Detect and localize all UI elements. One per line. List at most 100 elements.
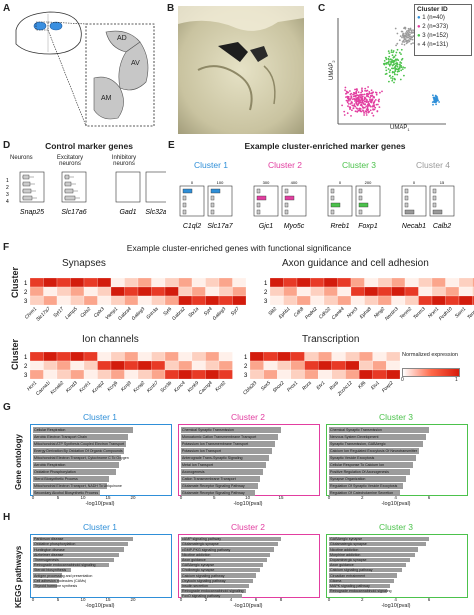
heatmap-gene-label: Sorn1 bbox=[454, 306, 468, 320]
heatmap-gene-label: Syt7 bbox=[230, 306, 241, 317]
panel-h-label: H bbox=[3, 512, 11, 523]
heatmap-cell bbox=[178, 295, 193, 306]
heatmap-gene-label: Gabra4 bbox=[117, 306, 133, 322]
heatmap-cell bbox=[377, 295, 392, 306]
umap-point bbox=[373, 104, 376, 106]
gene-label: Calb2 bbox=[433, 223, 451, 230]
heatmap-cell bbox=[151, 369, 166, 380]
gene-label: Foxp1 bbox=[358, 223, 378, 230]
umap-point bbox=[435, 100, 438, 103]
enrichment-bar bbox=[33, 490, 100, 496]
heatmap-cell bbox=[331, 360, 346, 371]
umap-point bbox=[399, 78, 402, 81]
axis-tick: 8 bbox=[279, 597, 283, 602]
heatmap-cell bbox=[29, 286, 44, 297]
row-label: 3 bbox=[264, 299, 268, 305]
umap-point bbox=[407, 27, 410, 30]
umap-point bbox=[362, 93, 364, 96]
heatmap-cell bbox=[110, 295, 125, 306]
axis-xlabel: -log10(pval) bbox=[85, 603, 115, 609]
axis-tick: 5 bbox=[56, 495, 60, 500]
heatmap-cell bbox=[318, 369, 332, 380]
enrichment-bar bbox=[329, 578, 394, 583]
axis-tick: 4 bbox=[229, 597, 233, 602]
enrichment-cluster-title: Cluster 3 bbox=[378, 522, 413, 532]
heatmap-legend-max: 1 bbox=[455, 377, 458, 383]
heatmap-cell bbox=[345, 369, 360, 380]
umap-point bbox=[392, 63, 395, 66]
umap-point bbox=[364, 89, 366, 92]
umap-point bbox=[349, 107, 351, 110]
umap-point bbox=[345, 92, 347, 95]
heatmap-cell bbox=[151, 286, 166, 297]
umap-point bbox=[402, 34, 405, 37]
umap-point bbox=[349, 103, 352, 105]
row-label: 3 bbox=[244, 373, 248, 379]
axis-tick: 4 bbox=[394, 495, 397, 500]
enrichment-bar bbox=[33, 547, 124, 552]
legend-item: ● 2 (n=373) bbox=[417, 23, 469, 32]
umap-point bbox=[397, 68, 400, 71]
heatmap-gene-label: Podxl2 bbox=[304, 306, 319, 321]
umap-point bbox=[361, 90, 364, 93]
heatmap-cell bbox=[97, 369, 112, 380]
heatmap-cell bbox=[205, 360, 220, 371]
box bbox=[22, 188, 32, 194]
enrichment-term: Axon guidance bbox=[182, 558, 206, 562]
umap-point bbox=[353, 103, 356, 105]
legend-text: 2 (n=373) bbox=[422, 24, 449, 30]
gene-label: Snap25 bbox=[20, 209, 44, 216]
umap-point bbox=[392, 67, 395, 70]
umap-point bbox=[390, 77, 392, 79]
heatmap-gene-label: Ephb1 bbox=[278, 306, 292, 320]
umap-point bbox=[398, 70, 400, 73]
region-am-label: AM bbox=[101, 95, 112, 102]
umap-point bbox=[388, 63, 391, 66]
enrichment-term: Retrograde endocannabinoid signaling bbox=[330, 589, 392, 594]
umap-point bbox=[358, 100, 361, 103]
umap-point bbox=[394, 58, 397, 61]
heatmap-gene-label: Slit2 bbox=[267, 306, 278, 317]
axis-tick: 0 bbox=[31, 495, 35, 500]
heatmap-gene-label: Syt6 bbox=[162, 306, 173, 317]
heatmap-cell bbox=[350, 286, 365, 297]
heatmap-cell bbox=[290, 369, 305, 380]
heatmap-cell bbox=[110, 351, 125, 362]
heatmap-cell bbox=[83, 360, 98, 371]
heatmap-cell bbox=[137, 360, 152, 371]
tick-label: 400 bbox=[291, 180, 298, 185]
umap-point bbox=[377, 103, 379, 106]
enrichment-bar bbox=[181, 573, 257, 578]
enrichment-bar bbox=[33, 578, 60, 583]
umap-point bbox=[391, 78, 394, 80]
axis-tick: 15 bbox=[278, 495, 284, 500]
enrichment-bar bbox=[329, 573, 397, 578]
umap-point bbox=[383, 60, 386, 62]
umap-point bbox=[388, 59, 390, 61]
umap-point bbox=[385, 58, 388, 61]
umap-point bbox=[434, 94, 437, 97]
enrichment-term: Regulation Of Catecholamine Secretion bbox=[330, 491, 394, 496]
enrichment-bar bbox=[329, 462, 413, 468]
heatmap-cell bbox=[277, 351, 292, 362]
heatmap-cell bbox=[377, 277, 392, 288]
enrichment-term: cGMP-PKG signaling pathway bbox=[182, 547, 231, 552]
umap-point bbox=[396, 65, 399, 68]
heatmap-cell bbox=[232, 277, 247, 288]
umap-point bbox=[391, 79, 394, 82]
umap-point bbox=[369, 109, 372, 112]
heatmap-gene-label: Tenm2 bbox=[399, 306, 414, 321]
enrichment-bar bbox=[181, 490, 255, 496]
tick-label: 600 bbox=[125, 170, 132, 171]
heatmap-cell bbox=[391, 277, 406, 288]
tick-label: 15 bbox=[440, 180, 445, 185]
heatmap-cell bbox=[56, 295, 71, 306]
umap-point bbox=[357, 104, 359, 106]
boxplot-frame bbox=[145, 171, 166, 203]
heatmap-cell bbox=[70, 351, 85, 362]
enrichment-term: Calcium signaling pathway bbox=[182, 573, 225, 578]
heatmap-cell bbox=[445, 295, 460, 306]
heatmap-cell bbox=[29, 295, 44, 306]
heatmap-cell bbox=[350, 295, 365, 306]
heatmap-cell bbox=[249, 369, 264, 380]
